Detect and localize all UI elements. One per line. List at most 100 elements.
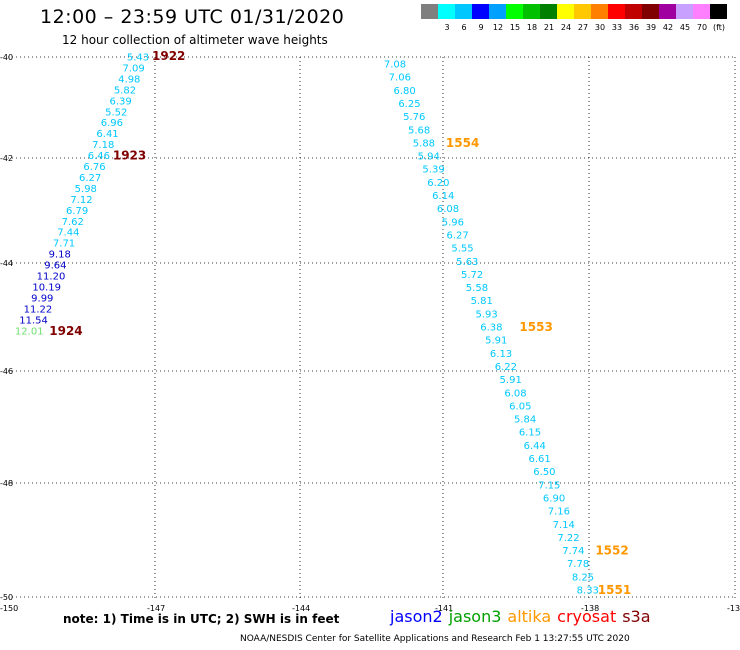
credit-line: NOAA/NESDIS Center for Satellite Applica… xyxy=(240,634,630,644)
swh-value: 5.82 xyxy=(114,85,136,96)
legend-label: 33 xyxy=(611,23,623,32)
swh-value: 5.72 xyxy=(461,270,483,281)
swh-value: 5.52 xyxy=(105,107,127,118)
swh-value: 5.84 xyxy=(514,415,536,426)
legend-label: 30 xyxy=(594,23,606,32)
swh-value: 6.05 xyxy=(509,401,531,412)
lat-label: -40 xyxy=(0,53,13,62)
swh-value: 5.63 xyxy=(456,257,478,268)
legend-swatch xyxy=(523,4,540,19)
legend-swatch xyxy=(506,4,523,19)
swh-value: 6.27 xyxy=(447,230,469,241)
swh-value: 12.01 xyxy=(15,326,44,337)
page-subtitle: 12 hour collection of altimeter wave hei… xyxy=(62,33,328,47)
lat-label: -44 xyxy=(0,259,13,268)
swh-value: 6.14 xyxy=(432,191,454,202)
lon-label: -147 xyxy=(147,604,165,613)
swh-value: 5.98 xyxy=(75,184,97,195)
legend-swatch xyxy=(591,4,608,19)
time-label: 1923 xyxy=(113,149,146,163)
legend-label: 36 xyxy=(628,23,640,32)
swh-value: 5.43 xyxy=(127,53,149,64)
lon-label: -135 xyxy=(727,604,740,613)
lat-label: -48 xyxy=(0,479,13,488)
swh-value: 7.14 xyxy=(553,520,575,531)
legend-swatch xyxy=(642,4,659,19)
swh-value: 7.09 xyxy=(123,63,145,74)
lon-label: -138 xyxy=(581,604,599,613)
legend-swatch xyxy=(540,4,557,19)
swh-value: 6.20 xyxy=(427,178,449,189)
time-label: 1554 xyxy=(446,136,479,150)
swh-value: 6.61 xyxy=(528,454,550,465)
swh-value: 7.71 xyxy=(53,239,75,250)
legend-label: 42 xyxy=(662,23,674,32)
legend-label: 15 xyxy=(509,23,521,32)
legend-label: 18 xyxy=(526,23,538,32)
legend-label: 12 xyxy=(492,23,504,32)
legend-swatch xyxy=(557,4,574,19)
legend-label: 3 xyxy=(444,23,450,32)
swh-value: 6.08 xyxy=(504,388,526,399)
swh-value: 5.55 xyxy=(451,244,473,255)
legend-label: 21 xyxy=(543,23,555,32)
satellite-name: altika xyxy=(507,607,552,626)
legend-unit: (ft) xyxy=(712,23,726,32)
swh-value: 6.39 xyxy=(109,96,131,107)
lon-label: -144 xyxy=(292,604,310,613)
swh-value: 6.38 xyxy=(480,323,502,334)
legend-label: 45 xyxy=(679,23,691,32)
legend-label: 9 xyxy=(478,23,484,32)
swh-value: 6.27 xyxy=(79,173,101,184)
legend-label: 27 xyxy=(577,23,589,32)
legend-swatch xyxy=(659,4,676,19)
swh-value: 6.90 xyxy=(543,493,565,504)
satellite-name: jason2 xyxy=(390,607,443,626)
swh-value: 6.96 xyxy=(101,118,123,129)
swh-value: 6.41 xyxy=(96,129,118,140)
swh-value: 5.91 xyxy=(500,375,522,386)
swh-value: 5.68 xyxy=(408,125,430,136)
swh-value: 5.93 xyxy=(475,309,497,320)
swh-value: 6.76 xyxy=(83,162,105,173)
swh-value: 6.80 xyxy=(394,86,416,97)
time-label: 1553 xyxy=(519,320,552,334)
swh-value: 6.15 xyxy=(519,428,541,439)
time-label: 1552 xyxy=(595,544,628,558)
lat-label: -50 xyxy=(0,593,13,602)
legend-swatch xyxy=(421,4,438,19)
swh-value: 5.94 xyxy=(418,152,440,163)
swh-value: 7.44 xyxy=(57,228,79,239)
swh-value: 7.74 xyxy=(562,546,584,557)
legend-swatch xyxy=(438,4,455,19)
swh-value: 11.54 xyxy=(19,315,48,326)
swh-value: 6.46 xyxy=(88,151,110,162)
swh-value: 6.13 xyxy=(490,349,512,360)
swh-value: 5.81 xyxy=(471,296,493,307)
legend-label: 70 xyxy=(696,23,708,32)
lon-label: -150 xyxy=(0,604,18,613)
swh-value: 5.39 xyxy=(422,165,444,176)
swh-value: 7.16 xyxy=(548,507,570,518)
legend-swatch xyxy=(455,4,472,19)
swh-value: 9.99 xyxy=(31,293,53,304)
legend-swatch xyxy=(676,4,693,19)
satellite-name: s3a xyxy=(622,607,651,626)
lat-label: -42 xyxy=(0,154,13,163)
swh-value: 5.96 xyxy=(442,217,464,228)
legend-swatch xyxy=(489,4,506,19)
swh-value: 7.18 xyxy=(92,140,114,151)
time-label: 1922 xyxy=(152,49,185,63)
lon-label: -141 xyxy=(435,604,453,613)
legend-label: 39 xyxy=(645,23,657,32)
swh-value: 7.06 xyxy=(389,73,411,84)
swh-value: 5.88 xyxy=(413,138,435,149)
time-label: 1551 xyxy=(598,583,631,597)
swh-value: 9.64 xyxy=(44,261,66,272)
legend-label: 6 xyxy=(461,23,467,32)
time-label: 1924 xyxy=(49,324,82,338)
swh-value: 5.58 xyxy=(466,283,488,294)
satellite-name: cryosat xyxy=(557,607,617,626)
legend-swatch xyxy=(710,4,727,19)
